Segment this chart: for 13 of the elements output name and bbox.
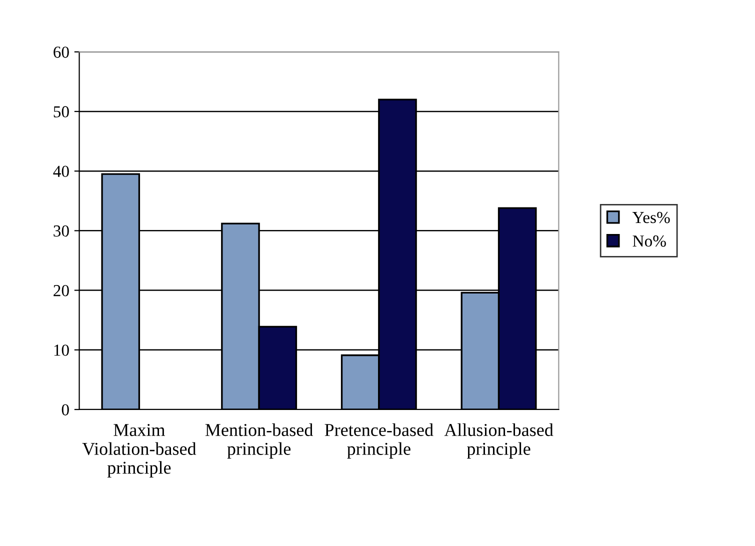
x-tick-label: Pretence-based principle <box>324 423 434 459</box>
x-tick-label: Mention-based principle <box>205 423 313 459</box>
y-tick-label: 60 <box>54 46 69 58</box>
y-tick-label: 30 <box>54 225 69 237</box>
legend-label: No% <box>632 235 666 247</box>
x-tick-label: Maxim Violation-based principle <box>82 424 196 478</box>
y-tick-label: 50 <box>54 106 69 118</box>
y-tick-label: 20 <box>54 284 69 296</box>
x-tick-label: Allusion-based principle <box>444 423 554 459</box>
y-tick-label: 40 <box>53 166 69 178</box>
y-tick-label: 0 <box>62 404 69 416</box>
legend-label: Yes% <box>632 212 670 224</box>
y-tick-label: 10 <box>54 344 69 356</box>
